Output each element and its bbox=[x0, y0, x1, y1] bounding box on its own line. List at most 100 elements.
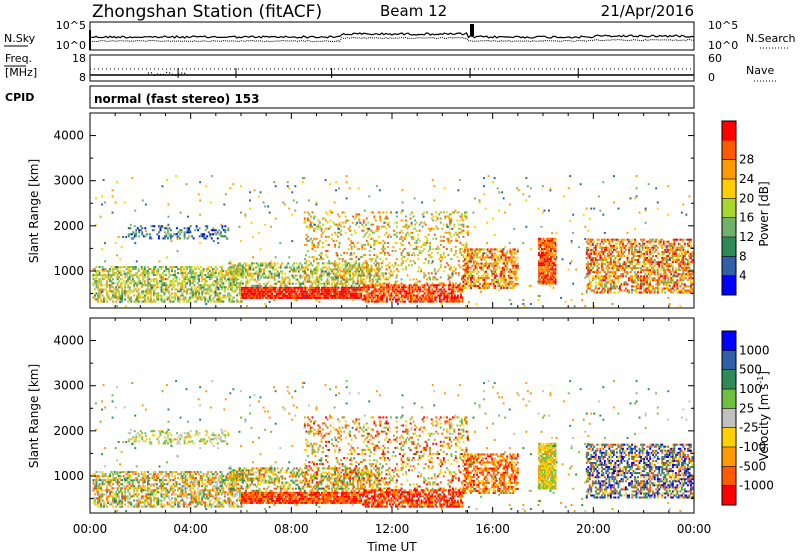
power-cell bbox=[599, 255, 602, 257]
power-cell bbox=[240, 266, 243, 268]
power-cell bbox=[142, 284, 145, 287]
power-cell bbox=[554, 258, 557, 261]
power-cell bbox=[382, 243, 385, 246]
power-cell bbox=[178, 278, 181, 281]
power-cell bbox=[328, 290, 331, 293]
power-cell bbox=[554, 266, 557, 269]
power-cell bbox=[356, 266, 359, 269]
power-cell bbox=[330, 292, 332, 295]
power-cell bbox=[333, 288, 335, 291]
power-cell bbox=[542, 272, 545, 275]
power-cell bbox=[242, 272, 244, 275]
power-cell bbox=[667, 277, 670, 280]
power-cell bbox=[361, 282, 364, 285]
power-cell bbox=[596, 277, 599, 280]
power-cell bbox=[544, 252, 546, 254]
power-cell bbox=[293, 270, 296, 273]
power-cell bbox=[353, 266, 356, 269]
power-cell bbox=[413, 298, 415, 301]
power-cell bbox=[121, 290, 124, 293]
power-cell bbox=[254, 296, 257, 299]
power-cell bbox=[647, 289, 650, 292]
power-cell bbox=[461, 296, 464, 299]
power-cell bbox=[103, 300, 105, 303]
power-cell bbox=[192, 282, 195, 285]
power-cell bbox=[347, 237, 350, 240]
power-cell bbox=[544, 276, 546, 279]
power-cell bbox=[608, 271, 611, 274]
power-cell bbox=[214, 270, 217, 273]
power-cell bbox=[231, 266, 234, 269]
power-cell bbox=[133, 274, 136, 277]
power-cell bbox=[550, 278, 552, 281]
power-cell bbox=[467, 254, 469, 257]
power-cell bbox=[325, 211, 327, 214]
power-cell bbox=[190, 286, 193, 289]
power-cell bbox=[373, 268, 376, 271]
power-cell bbox=[168, 227, 171, 230]
power-cell bbox=[512, 264, 515, 267]
power-cell bbox=[135, 235, 138, 238]
power-cell bbox=[362, 225, 365, 228]
power-cell bbox=[548, 260, 551, 263]
power-cell bbox=[439, 276, 442, 279]
power-cell bbox=[441, 227, 444, 230]
nsearch-tick-high: 10^5 bbox=[708, 19, 738, 32]
power-cell bbox=[381, 286, 384, 289]
power-cell bbox=[431, 290, 434, 293]
power-cell bbox=[100, 298, 102, 301]
power-cell bbox=[377, 211, 380, 214]
power-cell bbox=[266, 276, 269, 279]
power-cell bbox=[545, 266, 548, 269]
power-cell bbox=[310, 225, 312, 228]
power-cell bbox=[590, 265, 593, 268]
power-cell bbox=[548, 252, 551, 254]
power-cell bbox=[510, 276, 513, 279]
power-cell bbox=[620, 248, 623, 251]
power-cell bbox=[625, 263, 627, 266]
power-cell bbox=[338, 221, 341, 224]
power-cell bbox=[629, 242, 632, 245]
power-cell bbox=[234, 272, 237, 275]
power-cell bbox=[159, 280, 161, 283]
power-cell bbox=[446, 300, 449, 303]
power-cell bbox=[442, 252, 445, 254]
power-cell bbox=[255, 270, 258, 273]
power-cell bbox=[387, 245, 389, 248]
power-cell bbox=[620, 252, 623, 255]
power-cell bbox=[228, 284, 231, 287]
power-cell bbox=[316, 266, 318, 269]
power-cell bbox=[113, 266, 116, 268]
power-cell bbox=[485, 280, 487, 283]
power-cell bbox=[306, 278, 309, 281]
power-cell bbox=[497, 285, 500, 287]
power-cell bbox=[473, 285, 475, 287]
power-cell bbox=[608, 248, 611, 251]
power-cell bbox=[626, 238, 629, 241]
power-cell bbox=[390, 270, 392, 273]
power-cell bbox=[594, 246, 597, 249]
power-cell bbox=[137, 300, 140, 303]
power-cell bbox=[658, 263, 661, 266]
power-cell bbox=[438, 300, 441, 303]
power-cell bbox=[310, 288, 313, 291]
power-cell bbox=[374, 219, 377, 222]
power-cell bbox=[262, 290, 264, 293]
power-cell bbox=[460, 300, 462, 303]
power-cell bbox=[444, 217, 447, 220]
power-cell bbox=[268, 294, 271, 297]
power-cell bbox=[374, 258, 377, 261]
power-cell bbox=[423, 241, 426, 244]
power-cell bbox=[597, 277, 600, 280]
power-cell bbox=[151, 284, 154, 287]
power-cell bbox=[231, 270, 234, 273]
power-cell bbox=[321, 292, 323, 295]
power-cell bbox=[261, 262, 264, 265]
power-cell bbox=[362, 268, 365, 271]
power-cell bbox=[165, 278, 167, 281]
power-cell bbox=[626, 291, 629, 294]
power-cell bbox=[220, 268, 223, 271]
power-cell bbox=[423, 292, 426, 295]
power-cell bbox=[187, 266, 190, 268]
power-cell bbox=[670, 265, 673, 268]
